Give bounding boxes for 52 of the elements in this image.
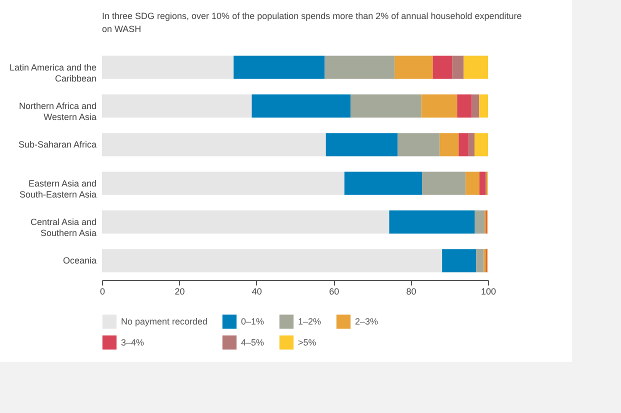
bar — [324, 56, 395, 79]
bar — [442, 249, 476, 272]
bar — [458, 133, 469, 156]
bar — [452, 56, 464, 79]
bar — [466, 172, 480, 195]
bar — [476, 249, 484, 272]
bar — [432, 56, 452, 79]
bar — [474, 133, 488, 156]
legend-label: 1–2% — [298, 316, 322, 327]
bar — [464, 56, 488, 79]
bar — [102, 133, 326, 156]
bar — [389, 210, 475, 234]
bar — [422, 172, 466, 195]
bar — [102, 210, 390, 234]
bar — [102, 249, 442, 272]
bar — [479, 94, 488, 118]
bar — [457, 94, 472, 118]
x-tick-label: 0 — [100, 286, 106, 296]
bar — [421, 94, 458, 118]
x-tick-label: 40 — [252, 286, 262, 296]
legend-label: 3–4% — [121, 338, 144, 348]
x-tick-label: 60 — [329, 286, 340, 296]
x-tick-label: 20 — [174, 286, 185, 296]
bar — [102, 172, 344, 195]
bar — [474, 210, 485, 234]
bar — [234, 56, 325, 79]
legend-label: 2–3% — [355, 316, 378, 327]
legend-label: No payment recorded — [121, 316, 208, 327]
y-tick-label: Oceania — [62, 256, 96, 266]
bar — [468, 133, 474, 156]
y-tick-label: Latin America and the Caribbean — [9, 62, 96, 84]
bar — [344, 172, 422, 195]
bar — [252, 94, 351, 118]
legend-label: 0–1% — [241, 316, 264, 327]
legend-label: >5% — [298, 338, 316, 348]
y-tick-label: Northern Africa and Western Asia — [18, 101, 96, 122]
bar — [394, 56, 433, 79]
bar — [440, 133, 459, 156]
legend-label: 4–5% — [241, 338, 264, 348]
x-tick-label: 100 — [480, 286, 496, 296]
bar — [350, 94, 422, 118]
y-tick-label: Sub-Saharan Africa — [18, 140, 96, 150]
bar — [472, 94, 480, 118]
y-tick-label: Central Asia and Southern Asia — [30, 217, 96, 238]
bar — [398, 133, 440, 156]
x-tick-label: 80 — [406, 286, 416, 296]
bar — [480, 172, 486, 195]
bar — [102, 94, 252, 118]
bar — [326, 133, 398, 156]
bar — [102, 56, 234, 79]
chart-title: In three SDG regions, over 10% of the population spends more than 2% of annual household expenditure on WASH — [102, 11, 522, 34]
y-tick-label: Eastern Asia and South-Eastern Asia — [19, 178, 96, 200]
